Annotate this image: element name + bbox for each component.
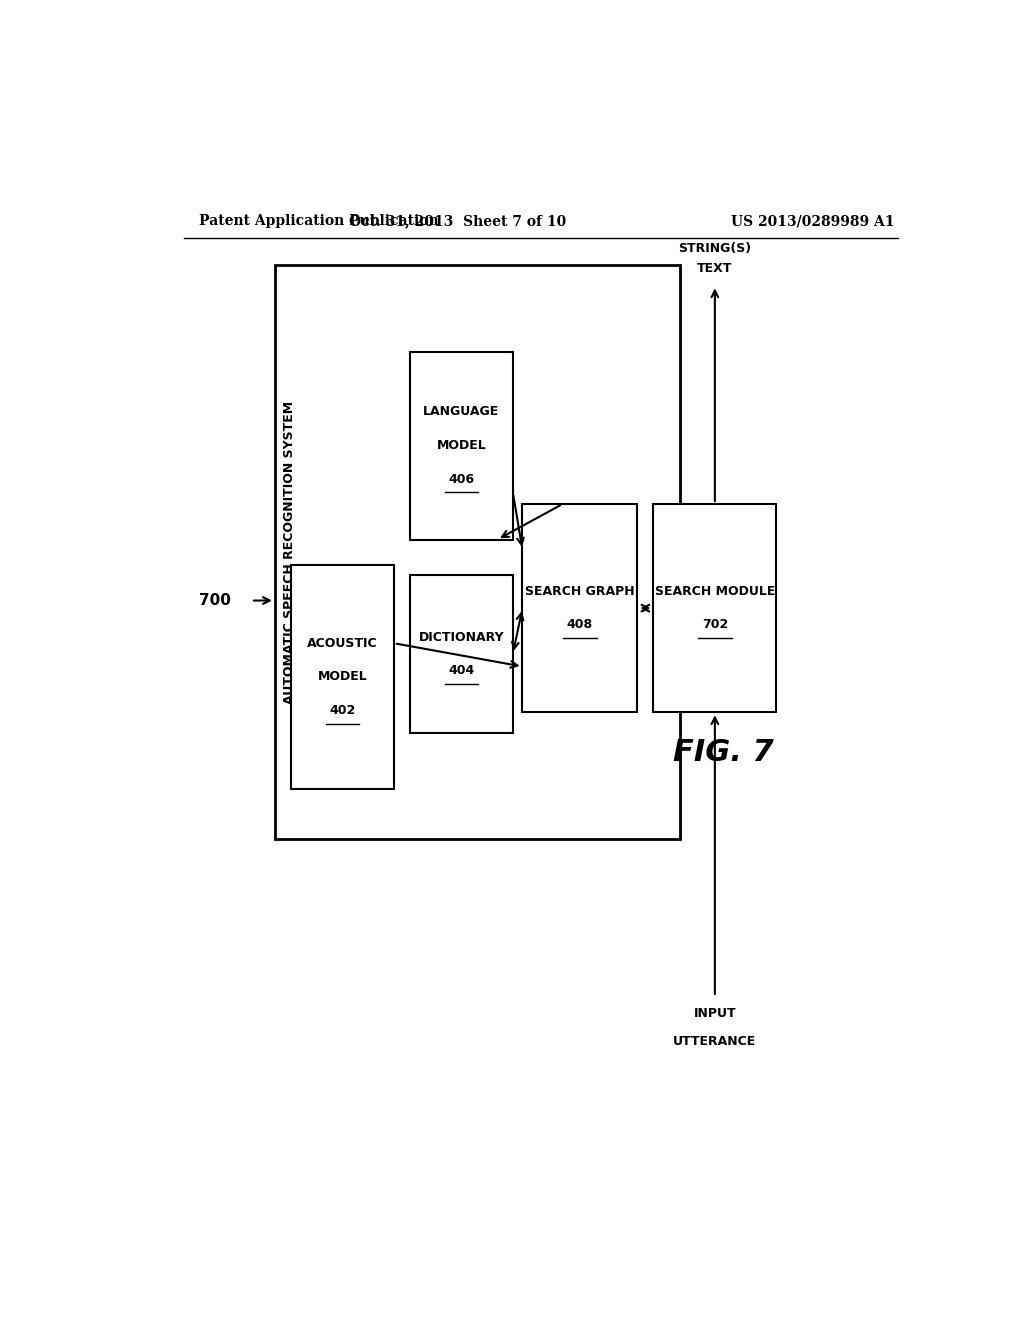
Text: 402: 402 [329, 704, 355, 717]
Text: SEARCH MODULE: SEARCH MODULE [654, 585, 775, 598]
Text: 702: 702 [701, 619, 728, 631]
Text: FIG. 7: FIG. 7 [673, 738, 773, 767]
Text: INPUT: INPUT [693, 1007, 736, 1020]
Bar [274, 265, 680, 840]
Text: AUTOMATIC SPEECH RECOGNITION SYSTEM: AUTOMATIC SPEECH RECOGNITION SYSTEM [283, 401, 296, 704]
Bar [653, 504, 776, 713]
Text: 408: 408 [567, 619, 593, 631]
Text: DICTIONARY: DICTIONARY [419, 631, 504, 644]
Text: TEXT: TEXT [697, 263, 732, 276]
Text: 404: 404 [449, 664, 474, 677]
Text: ACOUSTIC: ACOUSTIC [307, 636, 378, 649]
Text: US 2013/0289989 A1: US 2013/0289989 A1 [731, 214, 895, 228]
Bar [410, 576, 513, 733]
Bar [522, 504, 638, 713]
Text: STRING(S): STRING(S) [678, 242, 752, 255]
Text: Patent Application Publication: Patent Application Publication [200, 214, 439, 228]
Text: 406: 406 [449, 473, 474, 486]
Bar [410, 351, 513, 540]
Bar [291, 565, 394, 788]
Text: LANGUAGE: LANGUAGE [423, 405, 500, 418]
Text: 700: 700 [200, 593, 231, 609]
Text: MODEL: MODEL [436, 440, 486, 451]
Text: SEARCH GRAPH: SEARCH GRAPH [525, 585, 635, 598]
Text: MODEL: MODEL [317, 671, 368, 684]
Text: Oct. 31, 2013  Sheet 7 of 10: Oct. 31, 2013 Sheet 7 of 10 [349, 214, 566, 228]
Text: UTTERANCE: UTTERANCE [673, 1035, 757, 1048]
